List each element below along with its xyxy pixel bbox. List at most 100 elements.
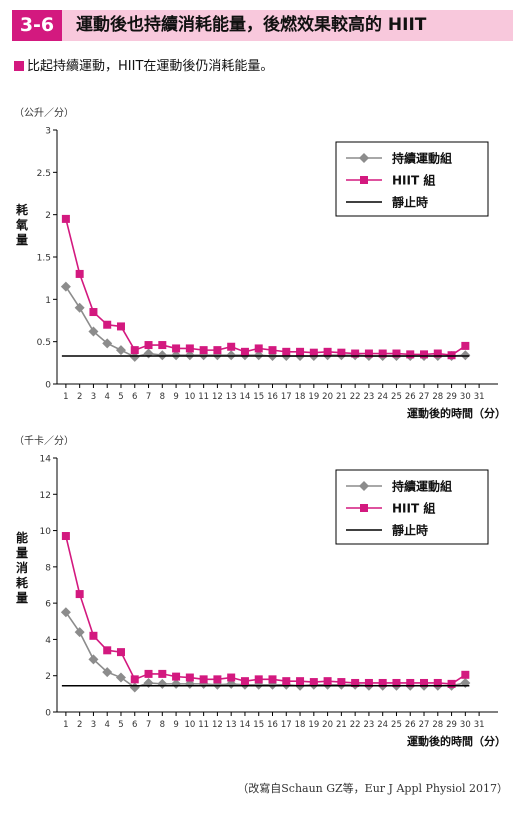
- y-tick-label: 0.5: [37, 338, 51, 348]
- x-tick-label: 10: [184, 392, 195, 402]
- data-point-hiit: [172, 672, 181, 681]
- data-point-hiit: [199, 346, 208, 355]
- x-tick-label: 18: [295, 720, 306, 730]
- data-point-hiit: [144, 669, 153, 678]
- series-hiit: [61, 532, 470, 688]
- data-point-hiit: [89, 308, 98, 317]
- data-point-continuous: [157, 678, 168, 689]
- x-tick-label: 23: [364, 720, 375, 730]
- legend-marker: [360, 504, 368, 512]
- x-tick-label: 25: [391, 392, 402, 402]
- x-tick-label: 26: [405, 720, 416, 730]
- data-point-hiit: [351, 349, 360, 358]
- x-tick-label: 29: [446, 392, 457, 402]
- y-tick-label: 2: [45, 211, 51, 221]
- x-tick-label: 14: [240, 720, 251, 730]
- x-tick-label: 12: [212, 720, 223, 730]
- legend-label: 靜止時: [392, 523, 428, 538]
- data-point-continuous: [253, 679, 264, 690]
- data-point-continuous: [460, 350, 471, 361]
- x-tick-label: 8: [160, 720, 165, 730]
- x-tick-label: 3: [91, 392, 96, 402]
- data-point-hiit: [172, 344, 181, 353]
- data-point-hiit: [61, 214, 70, 223]
- unit-label: （千卡／分）: [14, 434, 74, 447]
- y-tick-label: 1.5: [37, 254, 51, 264]
- data-point-hiit: [130, 675, 139, 684]
- data-point-hiit: [254, 344, 263, 353]
- legend-item-continuous: 持續運動組: [346, 151, 452, 166]
- y-tick-label: 8: [45, 563, 51, 573]
- data-point-continuous: [212, 679, 223, 690]
- x-tick-label: 12: [212, 392, 223, 402]
- x-tick-label: 8: [160, 392, 165, 402]
- data-point-hiit: [406, 678, 415, 687]
- y-axis-label: 能量消耗量: [16, 530, 28, 605]
- x-tick-label: 25: [391, 720, 402, 730]
- data-point-continuous: [74, 627, 85, 638]
- x-tick-label: 2: [77, 720, 82, 730]
- x-tick-label: 17: [281, 720, 292, 730]
- legend-marker: [360, 176, 368, 184]
- data-point-continuous: [129, 351, 140, 362]
- x-tick-label: 17: [281, 392, 292, 402]
- data-point-hiit: [433, 678, 442, 687]
- data-point-continuous: [102, 667, 113, 678]
- section-number: 3-6: [12, 10, 62, 41]
- legend-marker: [359, 153, 369, 163]
- series-line-hiit: [65, 535, 466, 685]
- data-point-hiit: [240, 677, 249, 686]
- x-tick-label: 19: [308, 720, 319, 730]
- x-tick-label: 30: [460, 720, 471, 730]
- data-point-hiit: [158, 669, 167, 678]
- data-point-hiit: [268, 675, 277, 684]
- y-tick-label: 2: [45, 672, 51, 682]
- data-point-hiit: [337, 678, 346, 687]
- y-tick-label: 10: [40, 527, 52, 537]
- data-point-hiit: [254, 675, 263, 684]
- y-tick-label: 0: [45, 381, 51, 391]
- x-tick-label: 20: [322, 720, 333, 730]
- data-point-hiit: [364, 349, 373, 358]
- y-tick-label: 1: [45, 296, 51, 306]
- data-point-hiit: [185, 344, 194, 353]
- y-axis-label: 耗氧量: [15, 202, 28, 247]
- data-point-continuous: [143, 348, 154, 359]
- legend-label: HIIT 組: [392, 501, 435, 516]
- x-tick-label: 15: [253, 720, 264, 730]
- legend-label: 靜止時: [392, 195, 428, 210]
- x-tick-label: 11: [198, 720, 209, 730]
- data-point-continuous: [212, 350, 223, 361]
- x-tick-label: 16: [267, 720, 278, 730]
- x-tick-label: 7: [146, 392, 151, 402]
- data-point-hiit: [282, 347, 291, 356]
- subtitle: 比起持續運動，HIIT在運動後仍消耗能量。: [14, 55, 273, 74]
- data-point-hiit: [268, 346, 277, 355]
- x-tick-label: 3: [91, 720, 96, 730]
- data-point-continuous: [267, 679, 278, 690]
- data-point-hiit: [406, 350, 415, 359]
- legend-item-rest: 靜止時: [346, 523, 428, 538]
- data-point-hiit: [89, 631, 98, 640]
- data-point-hiit: [213, 675, 222, 684]
- data-point-hiit: [309, 678, 318, 687]
- legend-item-continuous: 持續運動組: [346, 479, 452, 494]
- data-point-hiit: [364, 678, 373, 687]
- square-bullet-icon: [14, 61, 24, 71]
- data-point-hiit: [309, 348, 318, 357]
- source-citation: （改寫自Schaun GZ等，Eur J Appl Physiol 2017）: [237, 782, 508, 795]
- data-point-hiit: [116, 322, 125, 331]
- data-point-hiit: [130, 346, 139, 355]
- data-point-hiit: [420, 678, 429, 687]
- data-point-hiit: [323, 677, 332, 686]
- x-tick-label: 13: [226, 392, 237, 402]
- data-point-hiit: [185, 673, 194, 682]
- x-axis-label: 運動後的時間（分）: [407, 406, 506, 420]
- data-point-continuous: [143, 677, 154, 688]
- y-tick-label: 3: [45, 127, 51, 137]
- data-point-hiit: [378, 678, 387, 687]
- data-point-continuous: [115, 672, 126, 683]
- data-point-hiit: [227, 342, 236, 351]
